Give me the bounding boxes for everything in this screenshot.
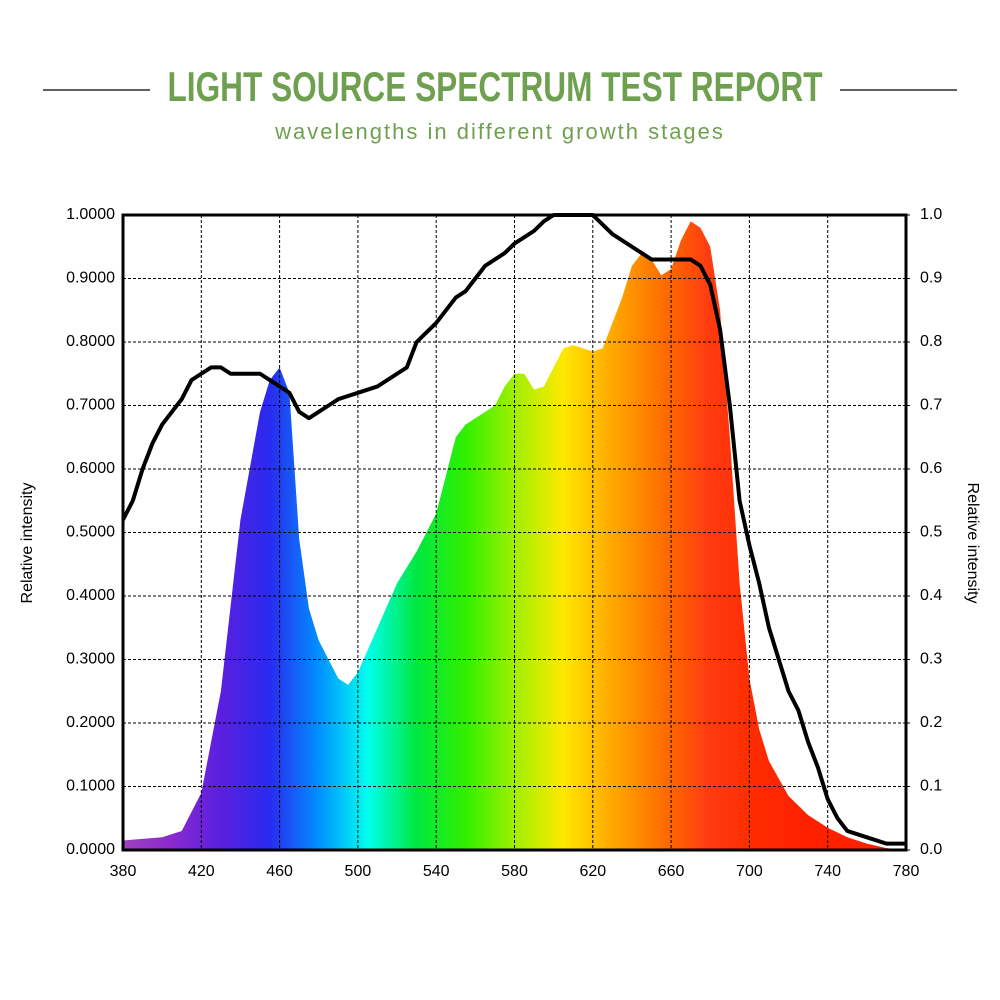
x-tick-label: 740 (814, 863, 841, 880)
y2-axis-label: Relative intensity (964, 483, 981, 604)
x-tick-label: 460 (266, 863, 293, 880)
x-tick-label: 380 (110, 863, 137, 880)
x-tick-label: 540 (423, 863, 450, 880)
y2-tick-label: 1.0 (920, 206, 942, 223)
y2-tick-label: 0.6 (920, 460, 942, 477)
y2-tick-label: 0.4 (920, 587, 942, 604)
y-tick-label: 0.3000 (66, 651, 115, 668)
y-tick-label: 1.0000 (66, 206, 115, 223)
x-tick-label: 620 (579, 863, 606, 880)
chart-subtitle: wavelengths in different growth stages (274, 119, 725, 144)
y-tick-label: 0.2000 (66, 714, 115, 731)
y2-tick-label: 0.8 (920, 333, 942, 350)
y-tick-label: 0.0000 (66, 841, 115, 858)
y-tick-label: 0.1000 (66, 778, 115, 795)
x-tick-label: 660 (658, 863, 685, 880)
y2-tick-label: 0.1 (920, 778, 942, 795)
y-tick-label: 0.6000 (66, 460, 115, 477)
y-tick-label: 0.5000 (66, 524, 115, 541)
x-tick-label: 700 (736, 863, 763, 880)
x-tick-label: 580 (501, 863, 528, 880)
y2-tick-label: 0.3 (920, 651, 942, 668)
x-tick-label: 500 (345, 863, 372, 880)
x-tick-label: 420 (188, 863, 215, 880)
y-tick-label: 0.8000 (66, 333, 115, 350)
y2-tick-label: 0.5 (920, 524, 942, 541)
y2-tick-label: 0.0 (920, 841, 942, 858)
y2-tick-label: 0.9 (920, 270, 942, 287)
y-axis-label: Relative intensity (19, 483, 36, 604)
chart-title: LIGHT SOURCE SPECTRUM TEST REPORT (168, 63, 823, 110)
y2-tick-label: 0.2 (920, 714, 942, 731)
y-tick-label: 0.4000 (66, 587, 115, 604)
intensity-line (121, 213, 906, 846)
y-tick-label: 0.9000 (66, 270, 115, 287)
y2-tick-label: 0.7 (920, 397, 942, 414)
y-tick-label: 0.7000 (66, 397, 115, 414)
x-tick-label: 780 (893, 863, 920, 880)
